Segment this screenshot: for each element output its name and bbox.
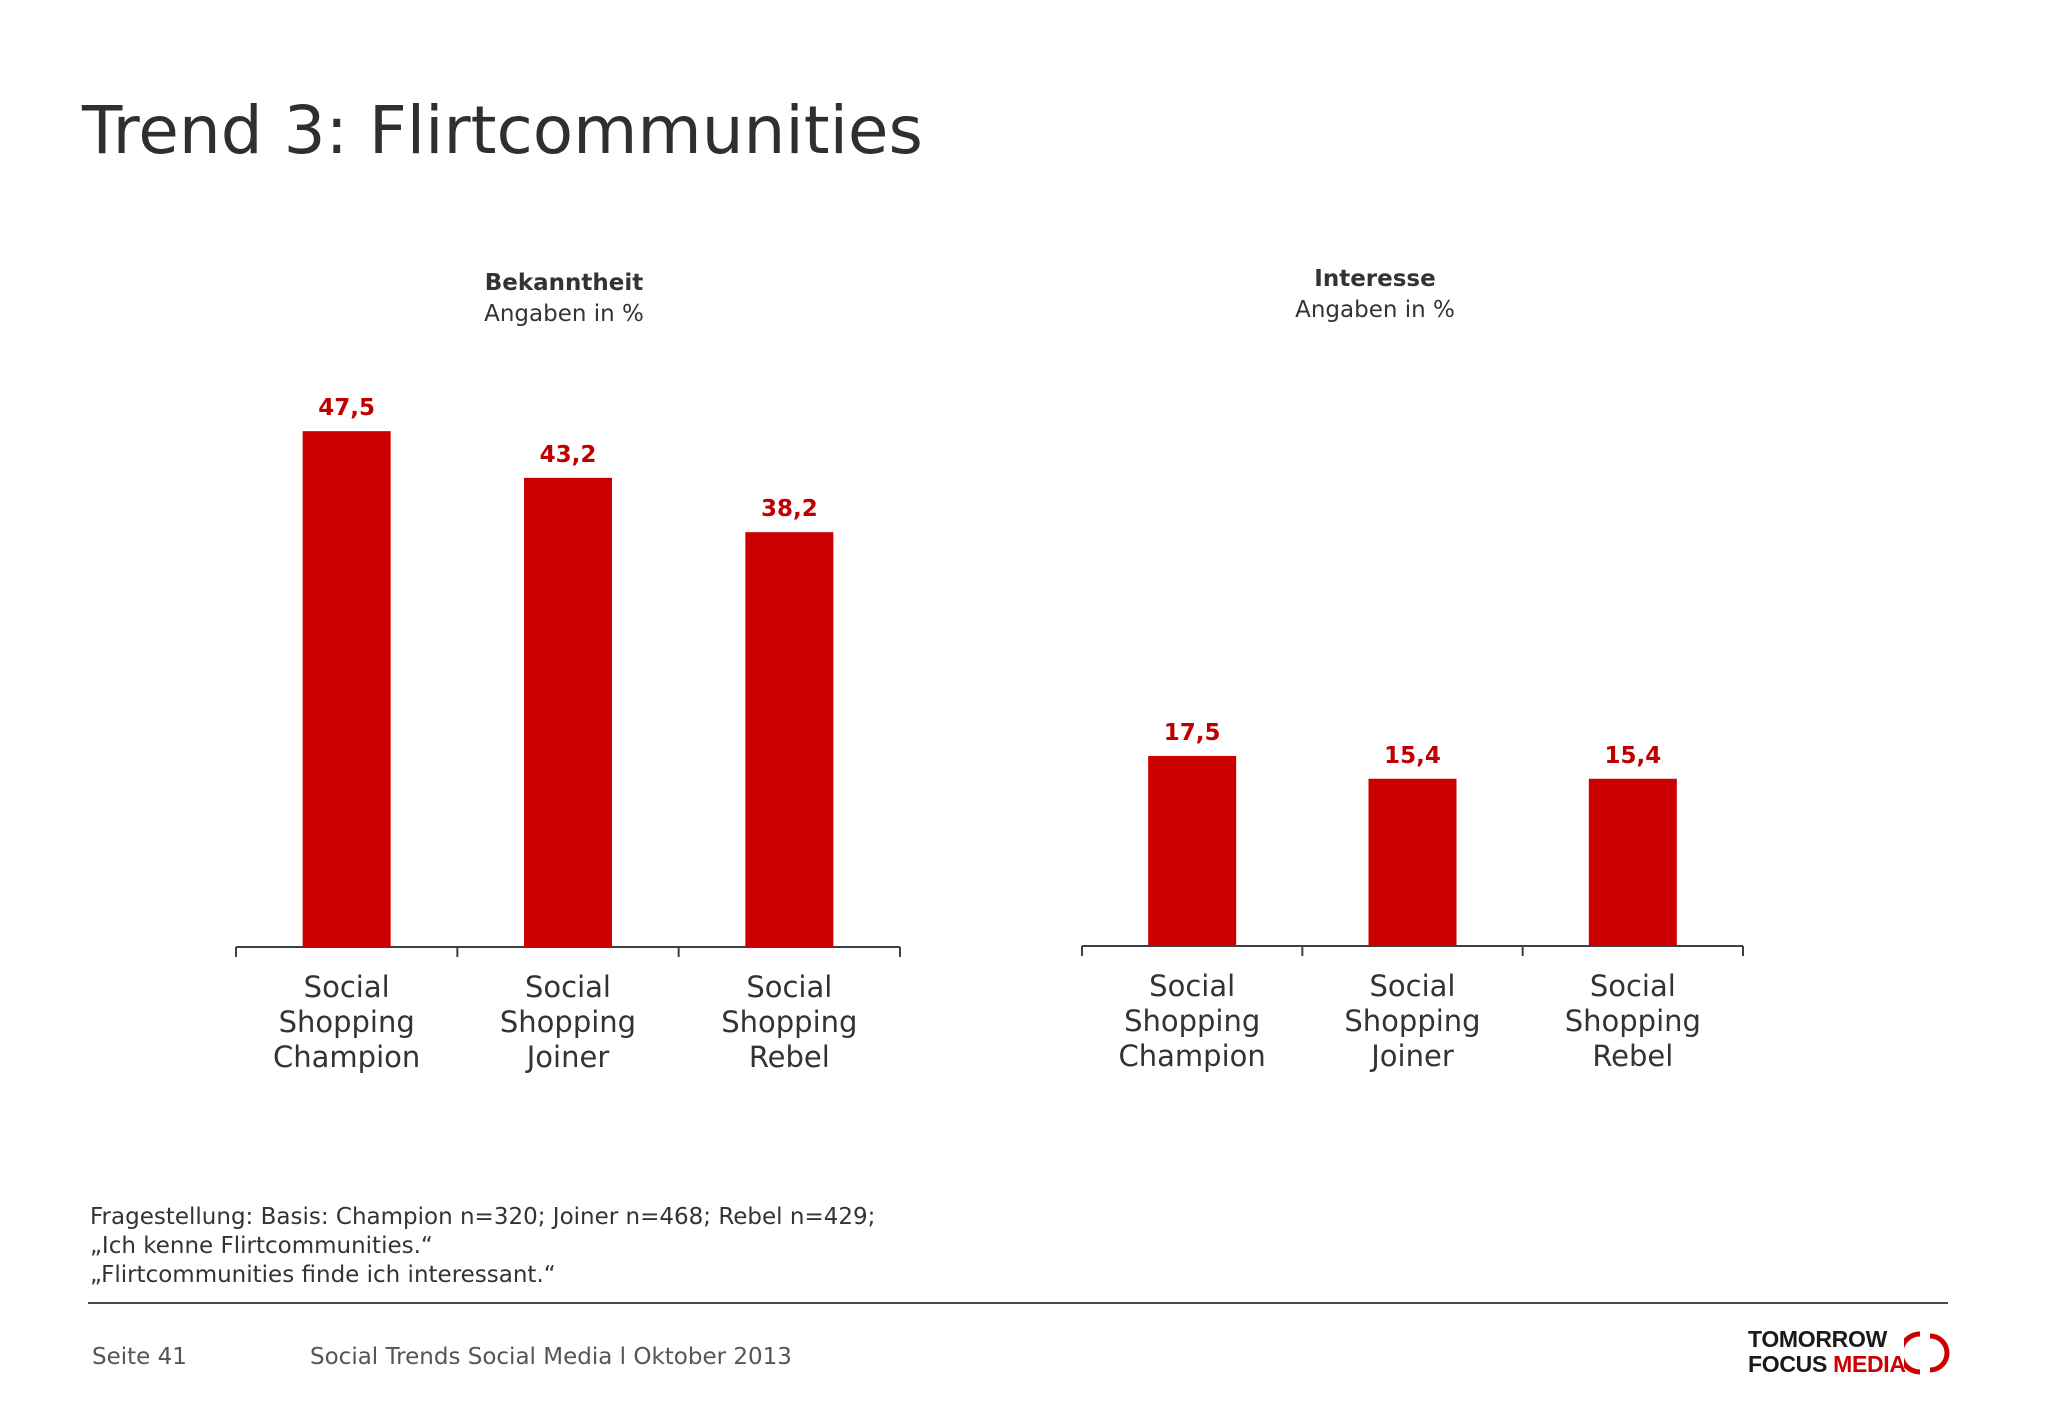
- chart-title: Interesse: [1314, 266, 1436, 292]
- logo-line1: TOMORROW: [1748, 1326, 1887, 1352]
- bar: [302, 431, 391, 947]
- category-label: Social: [525, 970, 611, 1004]
- category-label: Shopping: [1124, 1004, 1260, 1038]
- category-label: Champion: [1119, 1039, 1266, 1073]
- category-label: Shopping: [721, 1005, 857, 1039]
- page-number: Seite 41: [92, 1344, 187, 1370]
- tomorrow-focus-media-logo: TOMORROW FOCUS MEDIA: [1748, 1326, 1958, 1380]
- source-text: Social Trends Social Media l Oktober 201…: [310, 1344, 792, 1370]
- data-label: 47,5: [318, 395, 375, 421]
- category-label: Shopping: [1565, 1004, 1701, 1038]
- category-label: Shopping: [279, 1005, 415, 1039]
- category-label: Joiner: [525, 1040, 610, 1074]
- chart-subtitle: Angaben in %: [1295, 297, 1455, 323]
- bar: [1588, 778, 1677, 946]
- bar: [745, 532, 834, 947]
- footnote: Fragestellung: Basis: Champion n=320; Jo…: [90, 1203, 875, 1290]
- category-label: Social: [1590, 969, 1676, 1003]
- footnote-line: „Flirtcommunities finde ich interessant.…: [90, 1262, 556, 1288]
- bar: [1148, 755, 1237, 946]
- category-label: Rebel: [1592, 1039, 1673, 1073]
- logo-mark-icon: [1904, 1331, 1950, 1375]
- category-label: Social: [1370, 969, 1456, 1003]
- data-label: 17,5: [1164, 720, 1221, 746]
- category-label: Champion: [273, 1040, 420, 1074]
- data-label: 38,2: [761, 496, 818, 522]
- logo-line2: FOCUS MEDIA: [1748, 1351, 1906, 1378]
- logo-line2-b: MEDIA: [1833, 1351, 1906, 1377]
- category-label: Rebel: [749, 1040, 830, 1074]
- logo-line2-a: FOCUS: [1748, 1351, 1834, 1377]
- category-label: Shopping: [1344, 1004, 1480, 1038]
- data-label: 15,4: [1384, 743, 1441, 769]
- bar: [524, 477, 612, 947]
- chart-subtitle: Angaben in %: [484, 301, 644, 327]
- chart-header-interesse: Interesse Angaben in %: [1175, 264, 1575, 326]
- category-label: Joiner: [1369, 1039, 1454, 1073]
- category-label: Social: [746, 970, 832, 1004]
- footnote-line: Fragestellung: Basis: Champion n=320; Jo…: [90, 1204, 876, 1230]
- category-label: Shopping: [500, 1005, 636, 1039]
- footer-divider: [88, 1302, 1948, 1304]
- category-label: Social: [1149, 969, 1235, 1003]
- chart-title: Bekanntheit: [484, 270, 644, 296]
- bar: [1368, 778, 1457, 946]
- chart-header-bekanntheit: Bekanntheit Angaben in %: [364, 268, 764, 330]
- data-label: 15,4: [1604, 743, 1661, 769]
- footnote-line: „Ich kenne Flirtcommunities.“: [90, 1233, 433, 1259]
- category-label: Social: [304, 970, 390, 1004]
- page-title: Trend 3: Flirtcommunities: [82, 92, 923, 169]
- data-label: 43,2: [540, 442, 597, 468]
